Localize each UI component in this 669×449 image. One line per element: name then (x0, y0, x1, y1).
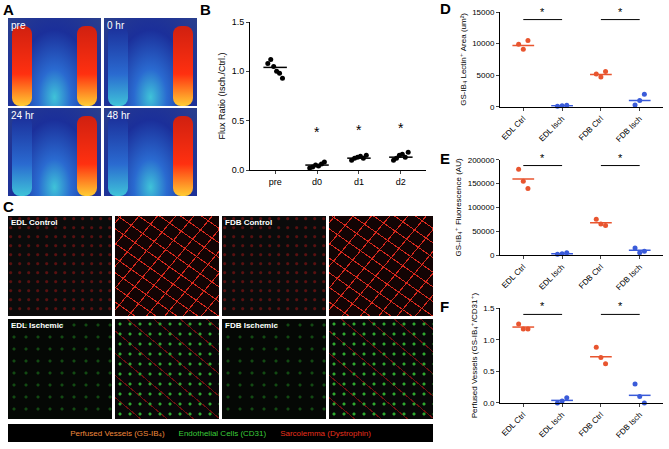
html-text:B: B (200, 1, 211, 18)
html-text:pre: pre (11, 20, 26, 31)
html-text:Perfused Vessels (GS-IB₄): Perfused Vessels (GS-IB₄) (70, 428, 165, 438)
svg-text:*: * (356, 122, 362, 138)
html-text:FDB Ischemic: FDB Ischemic (225, 321, 278, 330)
svg-text:EDL Ctrl: EDL Ctrl (500, 410, 528, 438)
svg-text:0.0: 0.0 (232, 165, 245, 175)
html-text:Endothelial Cells (CD31): Endothelial Cells (CD31) (178, 428, 267, 438)
svg-text:1.0: 1.0 (232, 66, 245, 76)
svg-text:pre: pre (269, 177, 282, 187)
svg-text:50000: 50000 (472, 227, 495, 236)
svg-text:GS-IB₄⁺ Fluorescence (AU): GS-IB₄⁺ Fluorescence (AU) (454, 158, 463, 257)
svg-text:*: * (618, 152, 623, 164)
html-text:A: A (3, 1, 14, 18)
svg-text:GS-IB₄ Lectin⁺ Area (um²): GS-IB₄ Lectin⁺ Area (um²) (459, 13, 468, 106)
svg-text:*: * (398, 120, 404, 136)
svg-text:*: * (618, 300, 623, 312)
svg-text:FDB Isch: FDB Isch (614, 114, 644, 144)
svg-text:150000: 150000 (468, 179, 495, 188)
html-text:24 hr: 24 hr (11, 110, 34, 121)
svg-text:*: * (540, 152, 545, 164)
svg-text:1.5: 1.5 (232, 17, 245, 27)
html-text:F: F (440, 298, 450, 315)
svg-text:10000: 10000 (472, 39, 495, 48)
svg-text:FDB Isch: FDB Isch (614, 263, 644, 293)
svg-text:*: * (540, 6, 545, 18)
html-text:EDL Control: EDL Control (11, 218, 58, 227)
svg-text:0.5: 0.5 (483, 367, 495, 376)
svg-text:*: * (314, 124, 320, 140)
svg-text:*: * (540, 300, 545, 312)
svg-text:FDB Ctrl: FDB Ctrl (577, 262, 605, 290)
svg-text:1.0: 1.0 (483, 336, 495, 345)
html-text:EDL Ischemic: EDL Ischemic (11, 321, 64, 330)
html-text:FDB Control: FDB Control (225, 218, 273, 227)
html-text:D: D (440, 0, 451, 17)
html-text:E: E (440, 150, 450, 167)
svg-text:FDB Ctrl: FDB Ctrl (577, 114, 605, 142)
svg-text:EDL Ctrl: EDL Ctrl (500, 262, 528, 290)
svg-text:15000: 15000 (472, 8, 495, 17)
svg-text:d0: d0 (312, 177, 322, 187)
html-text:48 hr: 48 hr (107, 110, 130, 121)
html-text:0 hr: 0 hr (107, 20, 125, 31)
svg-text:EDL Isch: EDL Isch (537, 114, 566, 143)
svg-text:EDL Isch: EDL Isch (537, 263, 566, 292)
svg-text:EDL Isch: EDL Isch (537, 410, 566, 439)
svg-text:0.0: 0.0 (483, 399, 495, 408)
svg-text:EDL Ctrl: EDL Ctrl (500, 114, 528, 142)
svg-text:d2: d2 (396, 177, 406, 187)
svg-text:5000: 5000 (477, 71, 495, 80)
svg-text:FDB Ctrl: FDB Ctrl (577, 410, 605, 438)
html-text:C: C (3, 198, 14, 215)
svg-text:1.5: 1.5 (483, 304, 495, 313)
svg-text:FDB Isch: FDB Isch (614, 410, 644, 440)
svg-text:0: 0 (490, 103, 495, 112)
svg-text:100000: 100000 (468, 203, 495, 212)
svg-text:0: 0 (490, 251, 495, 260)
html-text:Sarcolemma (Dystrophin): Sarcolemma (Dystrophin) (280, 428, 371, 438)
svg-text:Perfused Vessels (GS-IB₄⁺/CD31: Perfused Vessels (GS-IB₄⁺/CD31⁺) (470, 292, 479, 418)
svg-text:Flux Ratio (Isch./Ctrl.): Flux Ratio (Isch./Ctrl.) (217, 52, 227, 139)
svg-text:d1: d1 (354, 177, 364, 187)
svg-text:*: * (618, 6, 623, 18)
svg-text:0.5: 0.5 (232, 116, 245, 126)
svg-text:200000: 200000 (468, 156, 495, 165)
